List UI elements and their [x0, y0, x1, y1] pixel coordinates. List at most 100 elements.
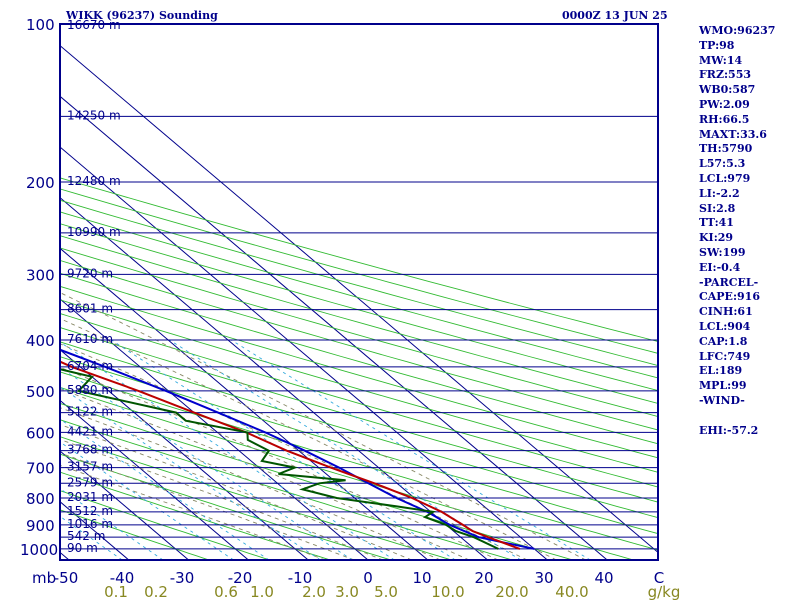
height-label: 1512 m: [67, 504, 113, 518]
pressure-tick-label: 200: [26, 174, 55, 192]
dry-adiabat-line: [60, 272, 658, 445]
height-label: 7610 m: [67, 332, 113, 346]
temperature-tick-label: -10: [288, 569, 313, 587]
index-item: SI:2.8: [699, 201, 736, 215]
temperature-tick-label: -40: [110, 569, 135, 587]
dry-adiabat-line: [60, 247, 658, 418]
height-label: 2579 m: [67, 475, 113, 489]
temperature-tick-label: 30: [534, 569, 553, 587]
mixing-ratio-tick-label: 1.0: [250, 583, 274, 600]
mixing-ratio-tick-label: 0.6: [214, 583, 238, 600]
index-item: LCL:904: [699, 319, 751, 333]
pressure-tick-label: 600: [26, 424, 55, 442]
temperature-tick-label: 10: [412, 569, 431, 587]
temperature-tick-label: -30: [170, 569, 195, 587]
dry-adiabat-line: [60, 313, 658, 488]
index-item: EHI:-57.2: [699, 423, 759, 437]
moist-adiabat-line: [60, 464, 326, 560]
pressure-tick-label: 100: [26, 16, 55, 34]
pressure-tick-label: 900: [26, 517, 55, 535]
plot-border: [59, 23, 659, 561]
temperature-tick-label: C: [654, 569, 664, 587]
pressure-tick-label: 500: [26, 383, 55, 401]
mixing-ratio-tick-label: 0.2: [144, 583, 168, 600]
mixing-ratio-tick-label: 5.0: [374, 583, 398, 600]
background-lines: [60, 44, 658, 560]
mixing-ratio-line: [60, 418, 270, 560]
moist-adiabat-line: [60, 318, 557, 560]
mixing-ratio-line: [60, 341, 395, 560]
height-label: 5122 m: [67, 405, 113, 419]
dry-adiabat-line: [60, 211, 658, 379]
mixing-ratio-line: [60, 441, 234, 560]
temperature-tick-label: 20: [474, 569, 493, 587]
dry-adiabat-line: [60, 490, 270, 560]
mixing-ratio-line: [230, 339, 591, 560]
pressure-tick-label: 300: [26, 266, 55, 284]
dry-adiabat-line: [60, 509, 210, 560]
dry-adiabat-line: [60, 285, 658, 459]
index-item: -PARCEL-: [699, 275, 759, 289]
pressure-tick-label: 400: [26, 332, 55, 350]
mixing-ratio-tick-label: 0.1: [104, 583, 128, 600]
height-label: 10990 m: [67, 225, 121, 239]
index-item: SW:199: [699, 245, 746, 259]
parcel-trace: [60, 348, 535, 550]
dry-adiabat-line: [60, 386, 634, 560]
stability-indices: WMO:96237 TP:98 MW:14 FRZ:553 WB0:587 PW:2.09…: [699, 24, 775, 438]
dry-adiabat-line: [60, 235, 658, 404]
moist-adiabat-line: [60, 439, 384, 560]
index-item: RH:66.5: [699, 112, 750, 126]
index-item: KI:29: [699, 231, 734, 245]
dry-adiabat-line: [60, 471, 331, 560]
height-label: 12480 m: [67, 174, 121, 188]
isotherm-line: [60, 298, 369, 560]
index-item: L57:5.3: [699, 157, 746, 171]
dry-adiabat-line: [60, 453, 392, 560]
profiles: [60, 348, 535, 550]
height-label: 14250 m: [67, 108, 121, 122]
height-label: 3768 m: [67, 443, 113, 457]
isotherm-line: [60, 349, 309, 560]
index-item: -WIND-: [699, 393, 745, 407]
index-item: WB0:587: [699, 83, 756, 97]
index-item: PW:2.09: [699, 97, 750, 111]
height-label: 4421 m: [67, 424, 113, 438]
pressure-tick-label: 700: [26, 460, 55, 478]
mixing-ratio-tick-label: 20.0: [495, 583, 528, 600]
index-item: MW:14: [699, 53, 743, 67]
dry-adiabat-line: [60, 199, 658, 367]
isotherm-line: [60, 450, 189, 560]
temperature-tick-label: -20: [228, 569, 253, 587]
moist-adiabat-line: [60, 452, 355, 560]
height-label: 90 m: [67, 541, 98, 555]
temperature-tick-label: -50: [54, 569, 79, 587]
height-label: 5880 m: [67, 383, 113, 397]
index-item: MAXT:33.6: [699, 127, 767, 141]
dry-adiabat-line: [60, 259, 658, 431]
mixing-ratio-tick-label: 2.0: [302, 583, 326, 600]
dry-adiabat-line: [60, 341, 658, 519]
chart-title: WIKK (96237) Sounding: [66, 9, 218, 22]
height-label: 2031 m: [67, 490, 113, 504]
pressure-tick-label: 800: [26, 490, 55, 508]
dry-adiabat-line: [60, 188, 658, 354]
temperature-tick-label: 40: [594, 569, 613, 587]
moist-adiabat-line: [60, 407, 441, 560]
dry-adiabat-line: [60, 223, 658, 392]
mixing-ratio-tick-label: 40.0: [555, 583, 588, 600]
height-label: 9720 m: [67, 266, 113, 280]
isotherm-line: [60, 95, 608, 560]
moist-adiabat-line: [60, 292, 586, 560]
index-item: TH:5790: [699, 142, 753, 156]
height-label: 542 m: [67, 529, 105, 543]
isotherm-line: [60, 247, 429, 560]
dry-adiabat-line: [60, 356, 658, 535]
height-label: 8601 m: [67, 302, 113, 316]
isobars: [60, 24, 658, 550]
dry-adiabat-line: [60, 327, 658, 503]
index-item: [699, 409, 775, 424]
index-item: CINH:61: [699, 305, 753, 319]
mixing-ratio-tick-label: 10.0: [431, 583, 464, 600]
